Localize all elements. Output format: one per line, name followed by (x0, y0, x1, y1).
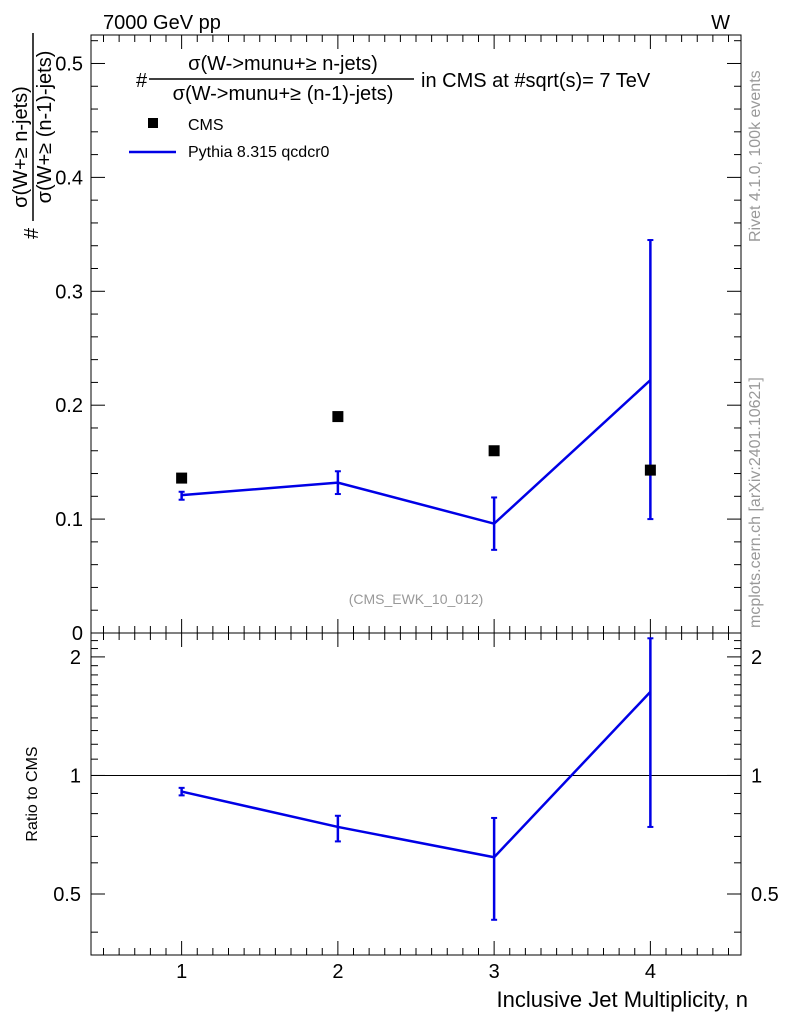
x-tick-label: 4 (645, 961, 656, 983)
main-ytick-label: 0.4 (55, 167, 83, 189)
title-suffix: in CMS at #sqrt(s)= 7 TeV (421, 70, 651, 92)
ratio-series-line (181, 691, 652, 859)
main-series-layer (176, 239, 656, 551)
main-ytick-label: 0.3 (55, 281, 83, 303)
cms-data-point (332, 411, 344, 423)
main-ylabel: # σ(W+≥ n-jets) σ(W+≥ (n-1)-jets) (10, 33, 56, 239)
cms-data-point (644, 464, 656, 476)
main-ytick-labels: 0 0.1 0.2 0.3 0.4 0.5 (55, 53, 83, 645)
ratio-axis-ticks (91, 633, 741, 955)
x-tick-label: 3 (489, 961, 500, 983)
legend-pythia-label: Pythia 8.315 qcdcr0 (188, 144, 330, 161)
legend: CMS Pythia 8.315 qcdcr0 (129, 117, 330, 161)
rivet-version-label: Rivet 4.1.0, 100k events (747, 70, 764, 242)
main-ytick-label: 0.2 (55, 395, 83, 417)
x-axis-label: Inclusive Jet Multiplicity, n (497, 987, 748, 1012)
legend-cms-marker (148, 118, 158, 128)
plot-title: # σ(W->munu+≥ n-jets) σ(W->munu+≥ (n-1)-… (136, 53, 651, 105)
header-left-label: 7000 GeV pp (103, 12, 221, 34)
mcplots-label: mcplots.cern.ch [arXiv:2401.10621] (747, 377, 764, 628)
ratio-ytick-label-left: 1 (70, 765, 81, 787)
title-prefix: # (136, 70, 148, 92)
x-tick-label: 2 (332, 961, 343, 983)
legend-cms-label: CMS (188, 117, 224, 134)
mc-series-line (181, 379, 652, 526)
ratio-ytick-label-right: 1 (751, 765, 762, 787)
main-ylabel-numerator: σ(W+≥ n-jets) (10, 86, 32, 208)
ratio-ytick-label-right: 0.5 (751, 884, 779, 906)
cms-data-point (488, 445, 500, 457)
main-axis-ticks (91, 35, 741, 634)
ratio-series-layer (91, 637, 741, 921)
ratio-ytick-label-left: 0.5 (53, 884, 81, 906)
title-numerator: σ(W->munu+≥ n-jets) (188, 53, 378, 75)
main-ytick-label: 0.1 (55, 509, 83, 531)
ratio-ytick-label-left: 2 (70, 647, 81, 669)
main-ytick-label: 0 (72, 623, 83, 645)
main-ytick-label: 0.5 (55, 53, 83, 75)
analysis-id-watermark: (CMS_EWK_10_012) (349, 591, 484, 607)
header-right-label: W (711, 12, 730, 34)
ratio-ytick-labels: 0.5 0.5 1 1 2 2 (53, 647, 779, 906)
cms-data-point (176, 472, 188, 484)
ratio-ylabel: Ratio to CMS (24, 746, 41, 841)
main-ylabel-prefix: # (21, 227, 43, 239)
x-tick-labels: 1 2 3 4 (176, 961, 656, 983)
main-ylabel-denominator: σ(W+≥ (n-1)-jets) (34, 51, 56, 204)
x-tick-label: 1 (176, 961, 187, 983)
title-denominator: σ(W->munu+≥ (n-1)-jets) (173, 83, 394, 105)
ratio-ytick-label-right: 2 (751, 647, 762, 669)
